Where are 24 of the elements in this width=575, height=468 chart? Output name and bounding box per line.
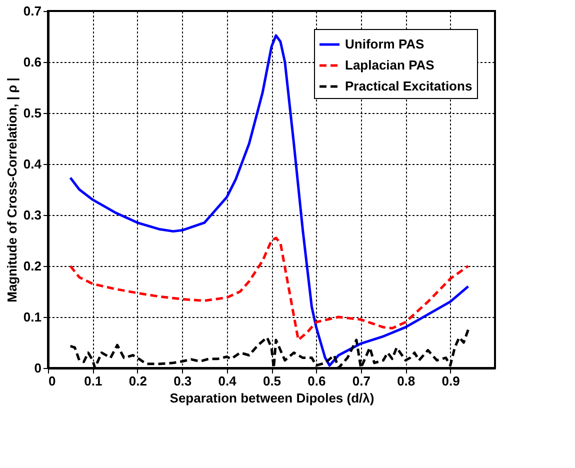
x-tick-label: 0.4 [218,374,238,388]
legend-label: Laplacian PAS [345,58,435,72]
x-tick-label: 0.5 [262,374,282,388]
y-tick-label: 0.4 [23,156,42,172]
y-tick-label: 0.5 [23,106,42,120]
y-axis-title: Magnitude of Cross-Correlation, | ρ | [4,78,20,302]
y-tick-label: 0.1 [23,310,42,324]
x-tick-label: 0.7 [352,374,370,388]
x-tick-label: 0.6 [308,374,326,388]
line-series [69,236,470,342]
legend-label: Practical Excitations [345,78,472,94]
x-tick-label: 0.1 [84,374,102,388]
x-tick-label: 0.8 [397,374,416,388]
x-tick-label: 0 [48,374,56,388]
x-axis-title: Separation between Dipoles (d/λ) [170,390,374,406]
x-tick-label: 0.2 [128,374,147,388]
y-tick-label: 0.6 [23,54,42,70]
x-tick-label: 0.3 [174,374,192,388]
y-tick-label: 0.2 [23,258,42,274]
y-tick-label: 0.7 [23,4,42,18]
y-tick-label: 0.3 [23,208,42,222]
legend-label: Uniform PAS [345,36,425,52]
x-tick-label: 0.9 [442,374,460,388]
y-tick-label: 0 [34,360,42,376]
